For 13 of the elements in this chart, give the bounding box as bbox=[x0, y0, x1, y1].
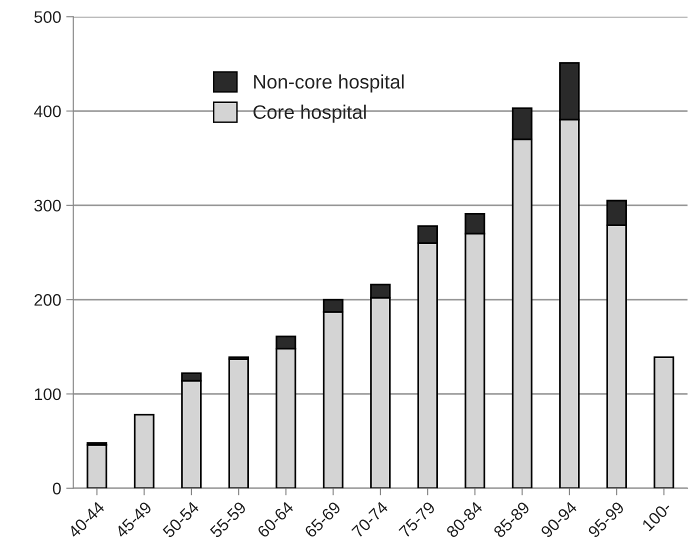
x-tick-label: 100- bbox=[642, 500, 672, 532]
y-tick-label: 0 bbox=[52, 482, 61, 494]
bar bbox=[86, 444, 108, 488]
y-tick-label: 200 bbox=[34, 294, 61, 306]
bar bbox=[654, 356, 674, 488]
y-tick-label: 300 bbox=[34, 200, 61, 212]
legend-label: Core hospital bbox=[254, 104, 366, 123]
y-tick-label: 400 bbox=[34, 105, 61, 118]
y-tick-label: 100 bbox=[34, 388, 61, 400]
bar bbox=[228, 358, 249, 488]
legend-label: Non-core hospital bbox=[254, 74, 404, 93]
bar bbox=[134, 414, 154, 488]
y-tick-label: 500 bbox=[34, 11, 61, 23]
